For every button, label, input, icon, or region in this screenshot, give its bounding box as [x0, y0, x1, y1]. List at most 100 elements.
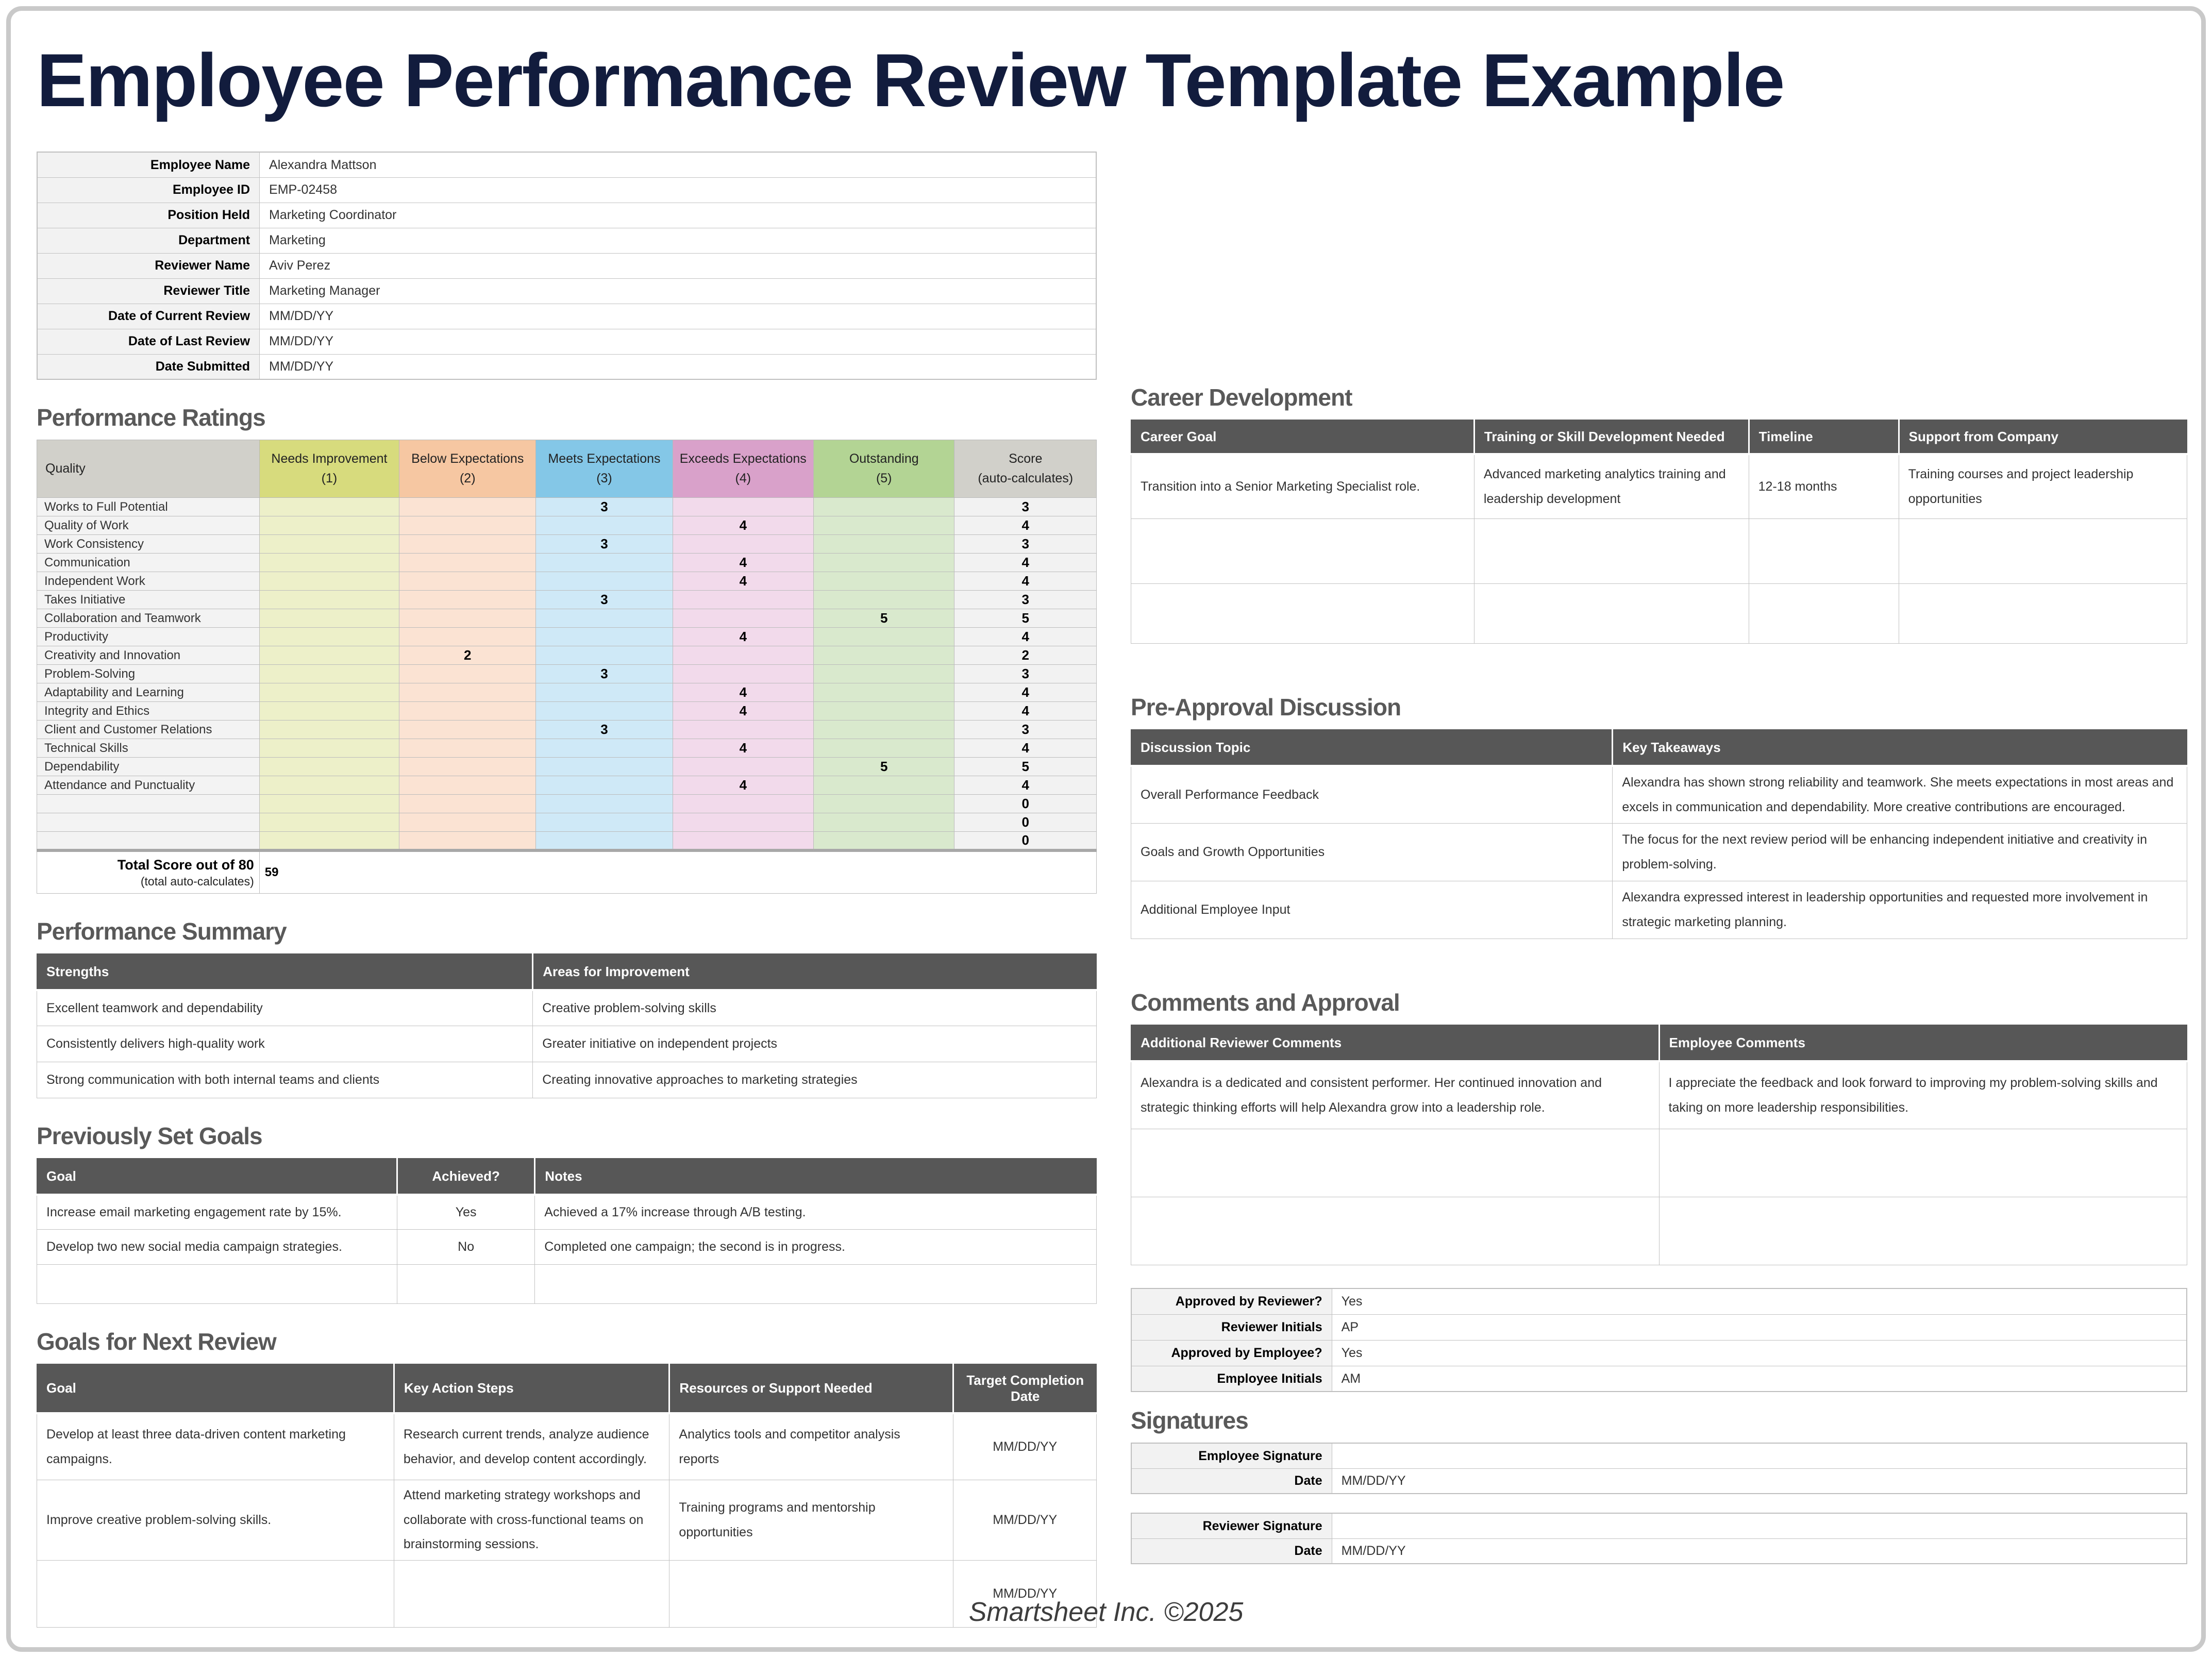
rating-cell[interactable] [813, 683, 955, 702]
rating-cell[interactable]: 3 [535, 497, 673, 517]
rating-cell[interactable] [672, 609, 814, 628]
rating-cell[interactable] [813, 553, 955, 573]
rating-cell[interactable] [813, 516, 955, 535]
rating-cell[interactable] [399, 609, 537, 628]
employee-info-value[interactable]: Alexandra Mattson [259, 152, 1097, 178]
rating-cell[interactable] [535, 572, 673, 591]
employee-info-value[interactable]: MM/DD/YY [259, 303, 1097, 329]
rating-cell[interactable]: 2 [399, 646, 537, 665]
rating-cell[interactable] [259, 572, 400, 591]
approval-value[interactable]: Yes [1331, 1288, 2187, 1315]
rating-cell[interactable] [399, 553, 537, 573]
table-cell[interactable]: Training programs and mentorship opportu… [669, 1480, 954, 1561]
table-cell[interactable]: Improve creative problem-solving skills. [37, 1480, 394, 1561]
rating-cell[interactable] [672, 590, 814, 610]
rating-cell[interactable] [672, 831, 814, 851]
rating-cell[interactable]: 4 [672, 627, 814, 647]
rating-cell[interactable] [399, 776, 537, 795]
table-cell[interactable]: MM/DD/YY [953, 1480, 1097, 1561]
table-cell[interactable] [1658, 1129, 2187, 1198]
rating-cell[interactable]: 3 [535, 534, 673, 554]
rating-cell[interactable] [535, 739, 673, 758]
rating-cell[interactable] [672, 720, 814, 740]
table-cell[interactable]: The focus for the next review period wil… [1612, 823, 2187, 882]
rating-cell[interactable]: 4 [672, 776, 814, 795]
rating-cell[interactable] [259, 664, 400, 684]
rating-cell[interactable] [535, 831, 673, 851]
table-cell[interactable]: I appreciate the feedback and look forwa… [1658, 1061, 2187, 1130]
rating-cell[interactable] [672, 646, 814, 665]
rating-cell[interactable] [399, 794, 537, 814]
rating-cell[interactable] [813, 534, 955, 554]
rating-cell[interactable] [259, 646, 400, 665]
table-cell[interactable] [1131, 1129, 1660, 1198]
rating-cell[interactable] [535, 813, 673, 832]
rating-cell[interactable] [399, 516, 537, 535]
table-cell[interactable] [393, 1560, 670, 1628]
table-cell[interactable] [534, 1264, 1097, 1304]
table-cell[interactable] [669, 1560, 954, 1628]
rating-cell[interactable] [399, 590, 537, 610]
employee-info-value[interactable]: EMP-02458 [259, 177, 1097, 203]
rating-cell[interactable] [813, 627, 955, 647]
approval-value[interactable]: AP [1331, 1314, 2187, 1341]
rating-cell[interactable] [535, 553, 673, 573]
rating-cell[interactable] [813, 813, 955, 832]
rating-cell[interactable]: 4 [672, 739, 814, 758]
rating-cell[interactable]: 4 [672, 572, 814, 591]
rating-cell[interactable] [535, 794, 673, 814]
rating-cell[interactable]: 5 [813, 757, 955, 777]
rating-cell[interactable] [813, 590, 955, 610]
table-cell[interactable]: Yes [397, 1194, 535, 1230]
table-cell[interactable] [1898, 583, 2188, 644]
rating-cell[interactable] [259, 497, 400, 517]
rating-cell[interactable] [813, 720, 955, 740]
rating-cell[interactable] [399, 701, 537, 721]
rating-cell[interactable] [399, 627, 537, 647]
rating-cell[interactable] [813, 831, 955, 851]
rating-cell[interactable] [535, 609, 673, 628]
rating-cell[interactable] [399, 572, 537, 591]
rating-cell[interactable] [672, 813, 814, 832]
table-cell[interactable] [1473, 518, 1749, 584]
rating-cell[interactable] [535, 757, 673, 777]
table-cell[interactable] [397, 1264, 535, 1304]
rating-cell[interactable] [813, 664, 955, 684]
table-cell[interactable]: Creating innovative approaches to market… [532, 1062, 1097, 1099]
rating-cell[interactable] [672, 794, 814, 814]
approval-value[interactable]: AM [1331, 1365, 2187, 1392]
rating-cell[interactable] [813, 646, 955, 665]
rating-cell[interactable] [813, 701, 955, 721]
rating-cell[interactable] [259, 757, 400, 777]
rating-cell[interactable] [813, 497, 955, 517]
rating-cell[interactable] [259, 794, 400, 814]
rating-cell[interactable] [672, 497, 814, 517]
table-cell[interactable]: 12-18 months [1748, 454, 1899, 520]
table-cell[interactable]: Research current trends, analyze audienc… [393, 1413, 670, 1481]
rating-cell[interactable] [813, 794, 955, 814]
table-cell[interactable]: Strong communication with both internal … [36, 1062, 533, 1099]
rating-cell[interactable] [259, 813, 400, 832]
rating-cell[interactable] [259, 720, 400, 740]
rating-cell[interactable]: 4 [672, 683, 814, 702]
table-cell[interactable]: Creative problem-solving skills [532, 990, 1097, 1027]
employee-info-value[interactable]: Marketing Coordinator [259, 202, 1097, 228]
table-cell[interactable] [1131, 583, 1474, 644]
rating-cell[interactable] [535, 627, 673, 647]
table-cell[interactable]: Develop at least three data-driven conte… [37, 1413, 394, 1481]
rating-cell[interactable] [399, 720, 537, 740]
table-cell[interactable]: Transition into a Senior Marketing Speci… [1131, 454, 1474, 520]
rating-cell[interactable]: 4 [672, 701, 814, 721]
table-cell[interactable]: Training courses and project leadership … [1898, 454, 2188, 520]
rating-cell[interactable] [535, 683, 673, 702]
signature-value[interactable] [1331, 1513, 2187, 1539]
table-cell[interactable]: Develop two new social media campaign st… [36, 1229, 398, 1265]
rating-cell[interactable] [259, 739, 400, 758]
table-cell[interactable] [1131, 1197, 1660, 1266]
rating-cell[interactable] [259, 627, 400, 647]
table-cell[interactable] [1748, 518, 1899, 584]
table-cell[interactable] [1748, 583, 1899, 644]
rating-cell[interactable]: 3 [535, 664, 673, 684]
rating-cell[interactable] [813, 776, 955, 795]
rating-cell[interactable]: 5 [813, 609, 955, 628]
